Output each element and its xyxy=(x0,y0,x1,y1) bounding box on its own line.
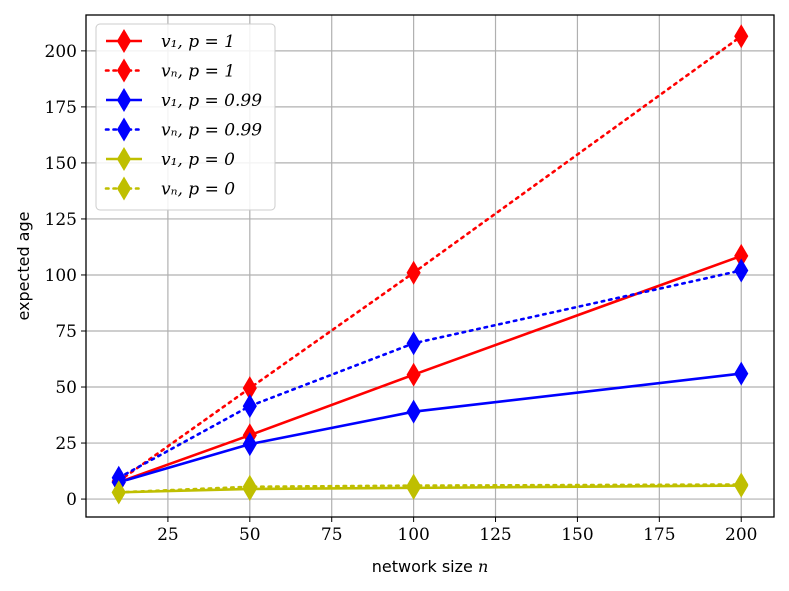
x-tick-label: 100 xyxy=(397,525,429,545)
data-point-marker xyxy=(734,472,749,497)
y-tick-label: 50 xyxy=(55,378,77,398)
legend-entry: vₙ, p = 0 xyxy=(104,176,235,201)
legend-entry: v₁, p = 1 xyxy=(106,29,235,53)
x-tick-label: 125 xyxy=(479,525,511,545)
legend-marker xyxy=(116,176,132,201)
y-tick-label: 75 xyxy=(55,322,77,342)
data-point-marker xyxy=(242,432,257,457)
data-point-marker xyxy=(734,361,749,386)
y-tick-label: 100 xyxy=(45,266,77,286)
legend-label: vₙ, p = 0.99 xyxy=(161,121,262,141)
plot-area xyxy=(111,24,749,505)
series-line xyxy=(118,484,742,494)
x-axis-label: network size n xyxy=(372,557,489,576)
series-line xyxy=(117,483,743,494)
x-axis-label-variable: n xyxy=(478,557,488,576)
x-tick-label: 75 xyxy=(321,525,343,545)
x-tick-label: 200 xyxy=(725,525,757,545)
axis-ticks: 25 50 75 100 125 150 175 200 0 25 50 75 100 125 150 175… xyxy=(45,42,758,545)
axes-frame xyxy=(85,14,775,518)
legend-entry: v₁, p = 0.99 xyxy=(106,88,262,112)
legend-label: vₙ, p = 1 xyxy=(161,62,235,82)
legend-entry: v₁, p = 0 xyxy=(106,147,235,171)
legend-entry: vₙ, p = 0.99 xyxy=(104,117,262,142)
y-axis-label: expected age xyxy=(14,212,33,321)
x-tick-label: 175 xyxy=(643,525,675,545)
x-tick-label: 25 xyxy=(157,525,179,545)
x-tick-label: 50 xyxy=(239,525,261,545)
x-tick-label: 150 xyxy=(561,525,593,545)
y-tick-label: 125 xyxy=(45,210,77,230)
legend-box xyxy=(95,23,276,211)
x-axis-label-text: network size xyxy=(372,557,473,576)
legend-label: v₁, p = 1 xyxy=(161,32,235,52)
legend-label: v₁, p = 0.99 xyxy=(161,91,262,111)
data-point-marker xyxy=(242,394,257,419)
data-point-marker xyxy=(734,24,749,49)
y-tick-label: 150 xyxy=(45,154,77,174)
y-tick-label: 25 xyxy=(55,434,77,454)
data-point-marker xyxy=(111,480,126,505)
data-point-marker xyxy=(734,258,749,283)
series-6 xyxy=(111,472,749,505)
legend-marker xyxy=(116,58,132,83)
legend: v₁, p = 1 vₙ, p = 1 v₁, p = 0.99 vₙ, p = 0.… xyxy=(95,23,276,211)
grid xyxy=(86,15,774,517)
data-point-marker xyxy=(406,362,421,387)
series-line xyxy=(117,34,743,483)
series-line xyxy=(118,254,742,484)
legend-entry: vₙ, p = 1 xyxy=(104,58,235,83)
legend-marker xyxy=(116,29,132,53)
y-tick-label: 0 xyxy=(66,490,77,510)
series-line xyxy=(118,372,742,484)
series-4 xyxy=(111,258,749,490)
legend-marker xyxy=(116,117,132,142)
y-tick-label: 200 xyxy=(45,42,77,62)
legend-marker xyxy=(116,88,132,112)
legend-marker xyxy=(116,147,132,171)
y-tick-label: 175 xyxy=(45,98,77,118)
data-point-marker xyxy=(406,399,421,424)
data-point-marker xyxy=(242,474,257,499)
legend-label: v₁, p = 0 xyxy=(161,150,235,170)
series-3 xyxy=(111,361,749,495)
data-point-marker xyxy=(406,260,421,285)
series-line xyxy=(117,269,743,480)
legend-label: vₙ, p = 0 xyxy=(161,180,235,200)
data-point-marker xyxy=(406,473,421,498)
data-point-marker xyxy=(406,331,421,356)
